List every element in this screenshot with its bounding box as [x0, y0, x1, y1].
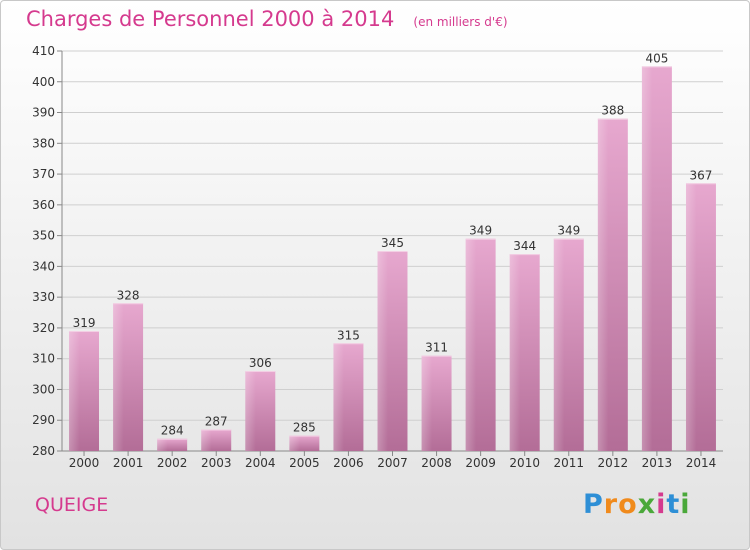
value-label: 349: [469, 224, 492, 238]
bar-highlight: [597, 118, 609, 451]
y-tick-label: 330: [32, 290, 55, 304]
value-label: 328: [117, 288, 140, 302]
value-label: 284: [161, 424, 184, 438]
value-label: 388: [601, 104, 624, 118]
y-tick-label: 340: [32, 259, 55, 273]
value-label: 287: [205, 414, 228, 428]
proxiti-logo: Proxiti: [583, 489, 691, 520]
y-tick-label: 410: [32, 44, 55, 58]
bar-highlight: [201, 429, 212, 451]
y-tick-label: 320: [32, 321, 55, 335]
x-tick-label: 2012: [598, 456, 629, 470]
x-tick-label: 2010: [509, 456, 540, 470]
y-tick-label: 310: [32, 352, 55, 366]
bars-layer: [69, 66, 716, 452]
title-row: Charges de Personnel 2000 à 2014 (en mil…: [26, 7, 508, 31]
logo-letter: r: [603, 489, 619, 520]
bar-highlight: [157, 438, 168, 451]
commune-name: QUEIGE: [35, 494, 109, 516]
x-tick-label: 2001: [113, 456, 144, 470]
x-tick-label: 2008: [421, 456, 452, 470]
bar-highlight: [509, 254, 521, 451]
logo-letter: t: [666, 489, 681, 520]
bar-highlight: [69, 331, 80, 451]
x-tick-label: 2006: [333, 456, 364, 470]
bar-highlight: [553, 238, 565, 451]
bar-highlight: [685, 183, 697, 452]
x-tick-label: 2004: [245, 456, 276, 470]
x-tick-label: 2014: [686, 456, 717, 470]
y-tick-label: 400: [32, 75, 55, 89]
y-tick-label: 350: [32, 229, 55, 243]
bar-highlight: [641, 66, 653, 451]
labels-layer: 280 290 300 310 320 330 340 350 360 370 380 390 400 4…: [32, 44, 716, 470]
y-tick-label: 290: [32, 413, 55, 427]
chart-subtitle: (en milliers d'€): [413, 15, 508, 29]
x-tick-label: 2005: [289, 456, 320, 470]
y-tick-label: 300: [32, 382, 55, 396]
x-tick-label: 2002: [157, 456, 188, 470]
y-tick-label: 360: [32, 198, 55, 212]
x-tick-label: 2003: [201, 456, 232, 470]
value-label: 285: [293, 421, 316, 435]
logo-letter: o: [618, 489, 638, 520]
value-label: 344: [513, 239, 536, 253]
x-tick-label: 2011: [553, 456, 584, 470]
logo-letter: P: [583, 489, 604, 520]
bar-highlight: [421, 355, 433, 451]
bar-highlight: [245, 371, 256, 451]
y-tick-label: 390: [32, 106, 55, 120]
value-label: 315: [337, 328, 360, 342]
value-label: 311: [425, 341, 448, 355]
bar-highlight: [333, 343, 344, 451]
logo-letter: i: [656, 489, 667, 520]
value-label: 319: [73, 316, 96, 330]
value-label: 306: [249, 356, 272, 370]
value-label: 345: [381, 236, 404, 250]
value-label: 405: [645, 51, 668, 65]
x-tick-label: 2007: [377, 456, 408, 470]
logo-letter: x: [637, 489, 657, 520]
y-tick-label: 280: [32, 444, 55, 458]
x-tick-label: 2000: [69, 456, 100, 470]
logo-letter: i: [680, 489, 691, 520]
bar-highlight: [289, 435, 300, 451]
chart-title: Charges de Personnel 2000 à 2014: [26, 7, 395, 31]
y-tick-label: 380: [32, 136, 55, 150]
x-tick-label: 2013: [642, 456, 673, 470]
bar-highlight: [465, 238, 477, 451]
x-tick-label: 2009: [465, 456, 496, 470]
y-tick-label: 370: [32, 167, 55, 181]
value-label: 367: [690, 168, 713, 182]
bar-highlight: [113, 303, 124, 451]
bar-highlight: [377, 251, 389, 451]
value-label: 349: [557, 224, 580, 238]
